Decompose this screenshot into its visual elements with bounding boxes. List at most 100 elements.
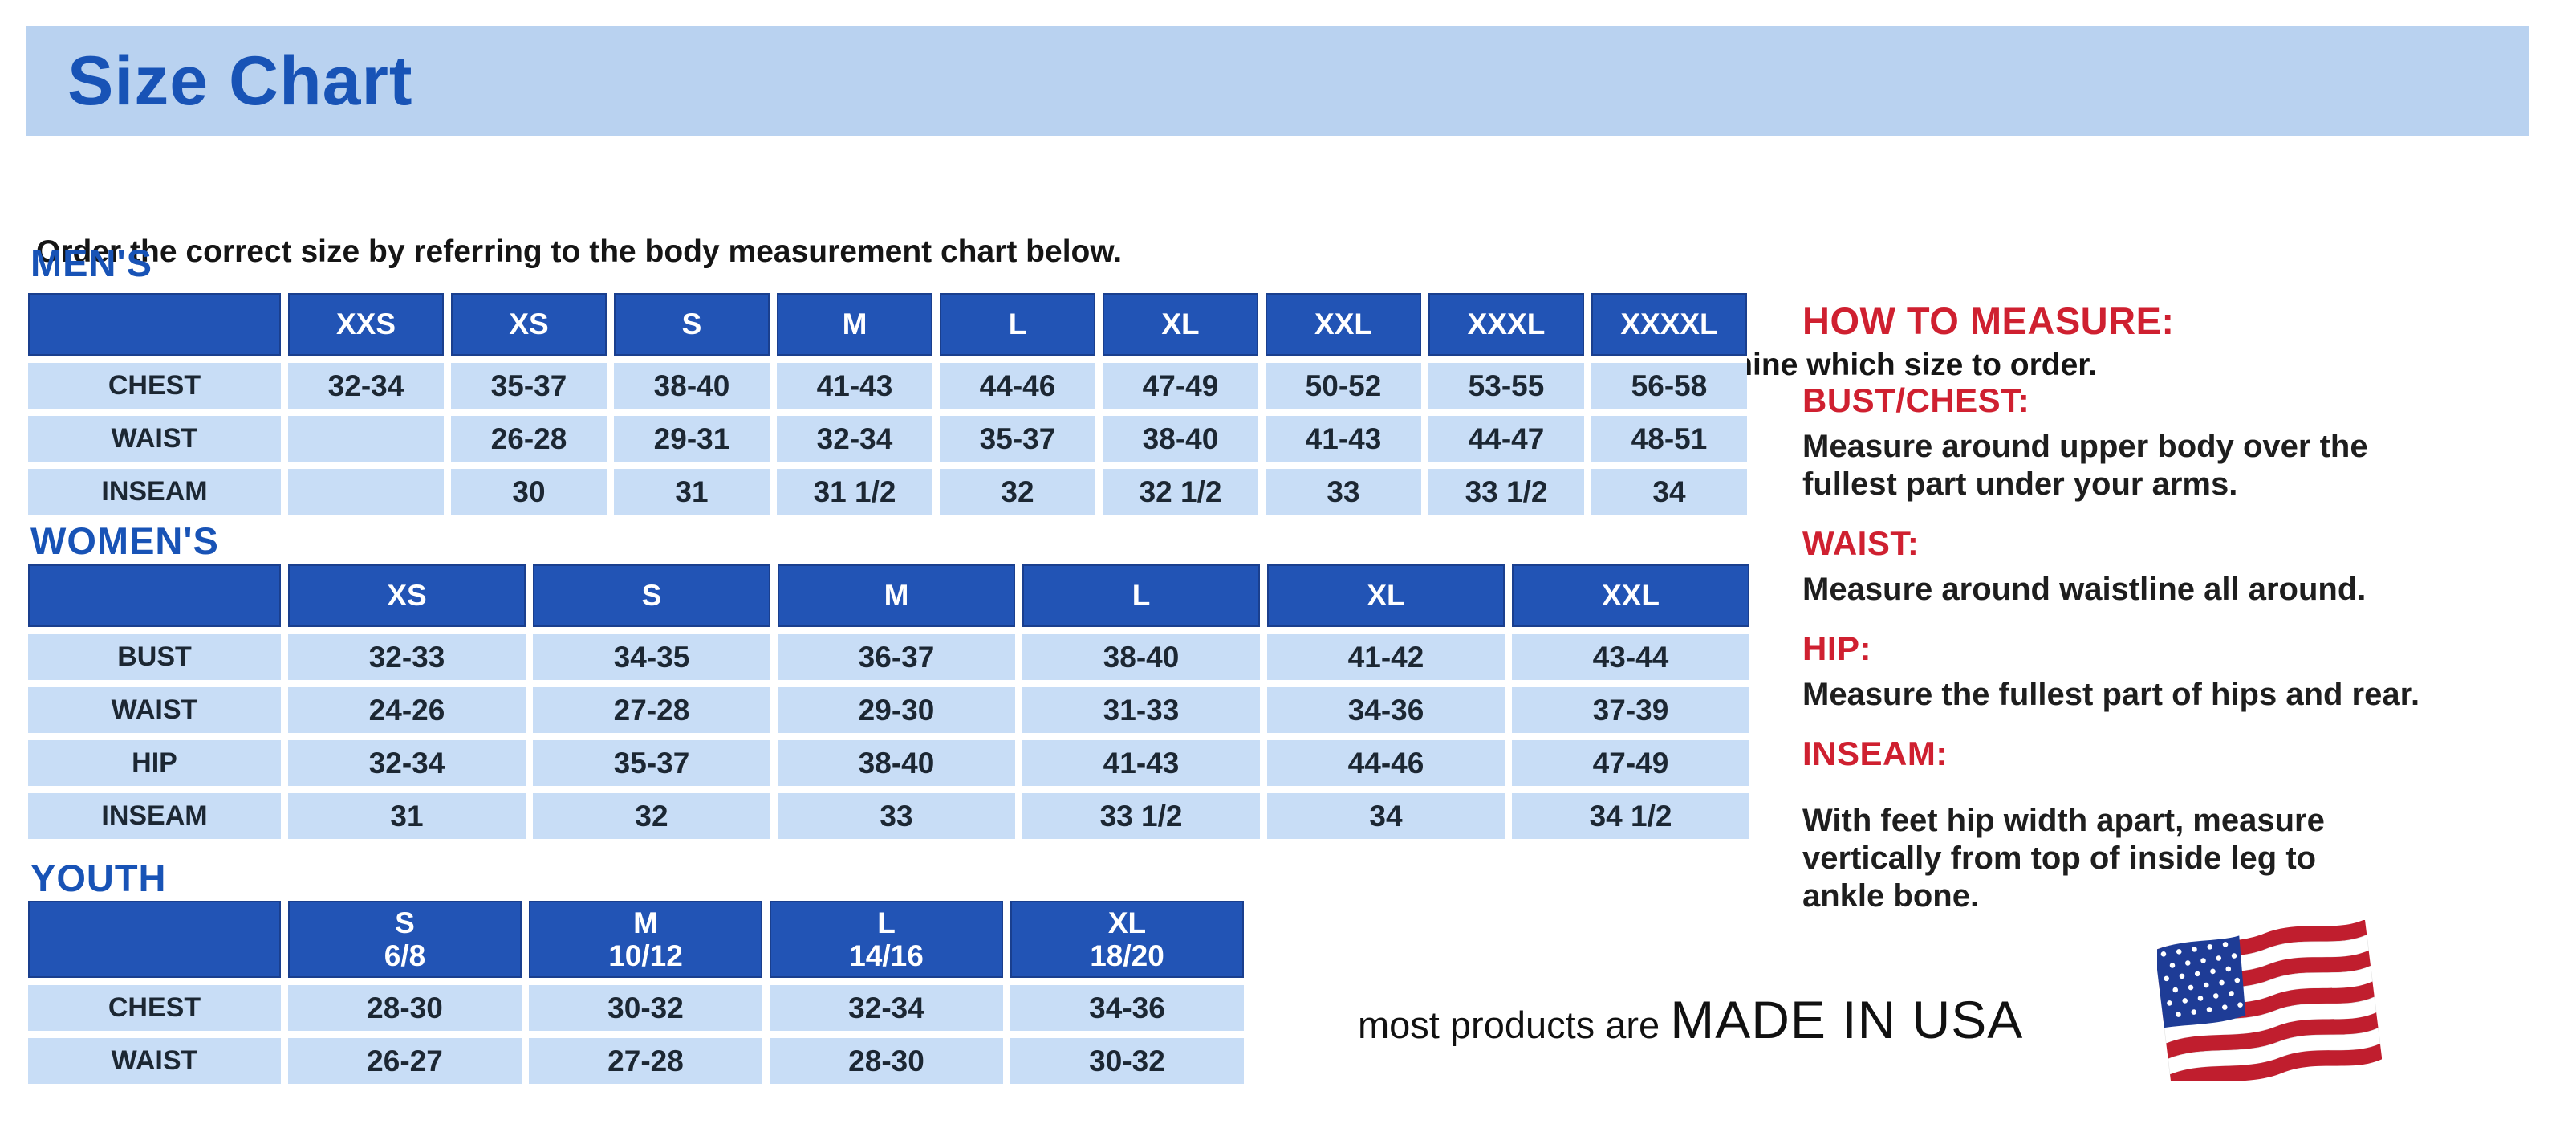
corner-header-cell <box>28 901 281 978</box>
flag-star <box>2184 960 2191 966</box>
column-header: XL <box>1267 564 1505 627</box>
size-cell: 32 1/2 <box>1103 469 1258 515</box>
how-to-measure-panel: HOW TO MEASURE: BUST/CHEST: Measure aroun… <box>1802 299 2549 915</box>
size-cell: 34-36 <box>1267 687 1505 733</box>
column-header: XL <box>1103 293 1258 356</box>
size-cell: 32 <box>533 793 770 839</box>
size-cell: 26-27 <box>288 1038 522 1084</box>
size-cell: 41-43 <box>777 363 932 409</box>
size-cell: 27-28 <box>529 1038 762 1084</box>
column-header: S 6/8 <box>288 901 522 978</box>
size-cell <box>288 416 444 462</box>
column-header: S <box>533 564 770 627</box>
flag-star <box>2176 1012 2181 1017</box>
row-label: INSEAM <box>28 793 281 839</box>
size-cell: 41-43 <box>1266 416 1421 462</box>
footer-prefix-text: most products are <box>1358 1004 1671 1046</box>
flag-star <box>2206 1007 2212 1012</box>
flag-star <box>2234 977 2241 983</box>
column-header: M <box>778 564 1015 627</box>
column-header: XXL <box>1266 293 1421 356</box>
womens-size-table: XS S M L XL XXL BUST 32-33 34-35 36-37 38-40 41-42 4… <box>28 564 1749 839</box>
size-cell: 26-28 <box>451 416 607 462</box>
row-label: HIP <box>28 740 281 786</box>
flag-star <box>2179 973 2185 979</box>
size-cell: 33 1/2 <box>1022 793 1260 839</box>
flag-star <box>2212 993 2219 999</box>
usa-flag-icon <box>2157 920 2382 1081</box>
size-cell: 37-39 <box>1512 687 1749 733</box>
row-label: WAIST <box>28 1038 281 1084</box>
column-header: L <box>940 293 1095 356</box>
size-cell: 32-34 <box>770 985 1003 1031</box>
size-cell: 30-32 <box>529 985 762 1031</box>
column-header: L 14/16 <box>770 901 1003 978</box>
measure-term-label: HIP: <box>1802 629 1871 667</box>
how-to-measure-heading: HOW TO MEASURE: <box>1802 299 2175 342</box>
row-label: WAIST <box>28 416 281 462</box>
size-cell: 44-46 <box>940 363 1095 409</box>
flag-star <box>2197 996 2204 1001</box>
size-cell: 28-30 <box>770 1038 1003 1084</box>
size-cell: 38-40 <box>1103 416 1258 462</box>
mens-size-table: XXS XS S M L XL XXL XXXL XXXXL CHEST 32-34 35-37 38-… <box>28 293 1747 515</box>
size-cell: 31 <box>614 469 770 515</box>
size-cell: 41-42 <box>1267 634 1505 680</box>
corner-header-cell <box>28 564 281 627</box>
row-label: CHEST <box>28 363 281 409</box>
column-header: XXL <box>1512 564 1749 627</box>
size-cell: 34 1/2 <box>1512 793 1749 839</box>
size-cell: 33 <box>778 793 1015 839</box>
size-cell: 24-26 <box>288 687 526 733</box>
column-header: M 10/12 <box>529 901 762 978</box>
size-cell: 35-37 <box>940 416 1095 462</box>
size-cell: 38-40 <box>614 363 770 409</box>
size-cell: 33 1/2 <box>1428 469 1584 515</box>
measure-instruction-text: Measure around waistline all around. <box>1802 572 2367 607</box>
column-header: S <box>614 293 770 356</box>
flag-star <box>2188 984 2194 991</box>
column-header: XS <box>451 293 607 356</box>
size-cell: 34 <box>1591 469 1747 515</box>
made-in-usa-text: MADE IN USA <box>1670 990 2024 1049</box>
size-cell: 36-37 <box>778 634 1015 680</box>
flag-star <box>2222 1004 2228 1010</box>
size-cell: 31-33 <box>1022 687 1260 733</box>
flag-star <box>2210 968 2216 975</box>
flag-star <box>2237 1002 2243 1008</box>
column-header: XXXXL <box>1591 293 1747 356</box>
flag-star <box>2192 947 2197 952</box>
size-cell: 32 <box>940 469 1095 515</box>
size-cell: 27-28 <box>533 687 770 733</box>
title-banner: Size Chart <box>26 26 2529 136</box>
how-to-measure-item: INSEAM: With feet hip width apart, measur… <box>1802 735 2549 915</box>
measure-term-label: INSEAM: <box>1802 735 1948 772</box>
size-cell: 32-33 <box>288 634 526 680</box>
how-to-measure-items: BUST/CHEST: Measure around upper body ove… <box>1802 381 2549 915</box>
size-cell: 32-34 <box>288 740 526 786</box>
size-cell: 44-47 <box>1428 416 1584 462</box>
flag-star <box>2194 971 2200 977</box>
measure-instruction-text: Measure the fullest part of hips and rea… <box>1802 677 2420 712</box>
size-cell: 44-46 <box>1267 740 1505 786</box>
size-cell: 33 <box>1266 469 1421 515</box>
size-cell: 29-31 <box>614 416 770 462</box>
size-cell: 31 <box>288 793 526 839</box>
womens-section-heading: WOMEN'S <box>30 519 219 562</box>
size-cell: 35-37 <box>533 740 770 786</box>
mens-section-heading: MEN'S <box>30 242 152 284</box>
measure-instruction-text: Measure around upper body over the fulle… <box>1802 429 2368 502</box>
size-cell: 41-43 <box>1022 740 1260 786</box>
size-cell: 30-32 <box>1010 1038 1244 1084</box>
flag-star <box>2219 979 2225 986</box>
flag-star <box>2191 1009 2197 1015</box>
size-cell: 38-40 <box>1022 634 1260 680</box>
size-cell: 38-40 <box>778 740 1015 786</box>
flag-star <box>2222 942 2229 947</box>
how-to-measure-item: HIP: Measure the fullest part of hips and… <box>1802 629 2549 714</box>
flag-stripe <box>2170 1043 2382 1081</box>
measure-term-label: BUST/CHEST: <box>1802 381 2030 419</box>
youth-section-heading: YOUTH <box>30 857 167 899</box>
size-cell: 47-49 <box>1512 740 1749 786</box>
